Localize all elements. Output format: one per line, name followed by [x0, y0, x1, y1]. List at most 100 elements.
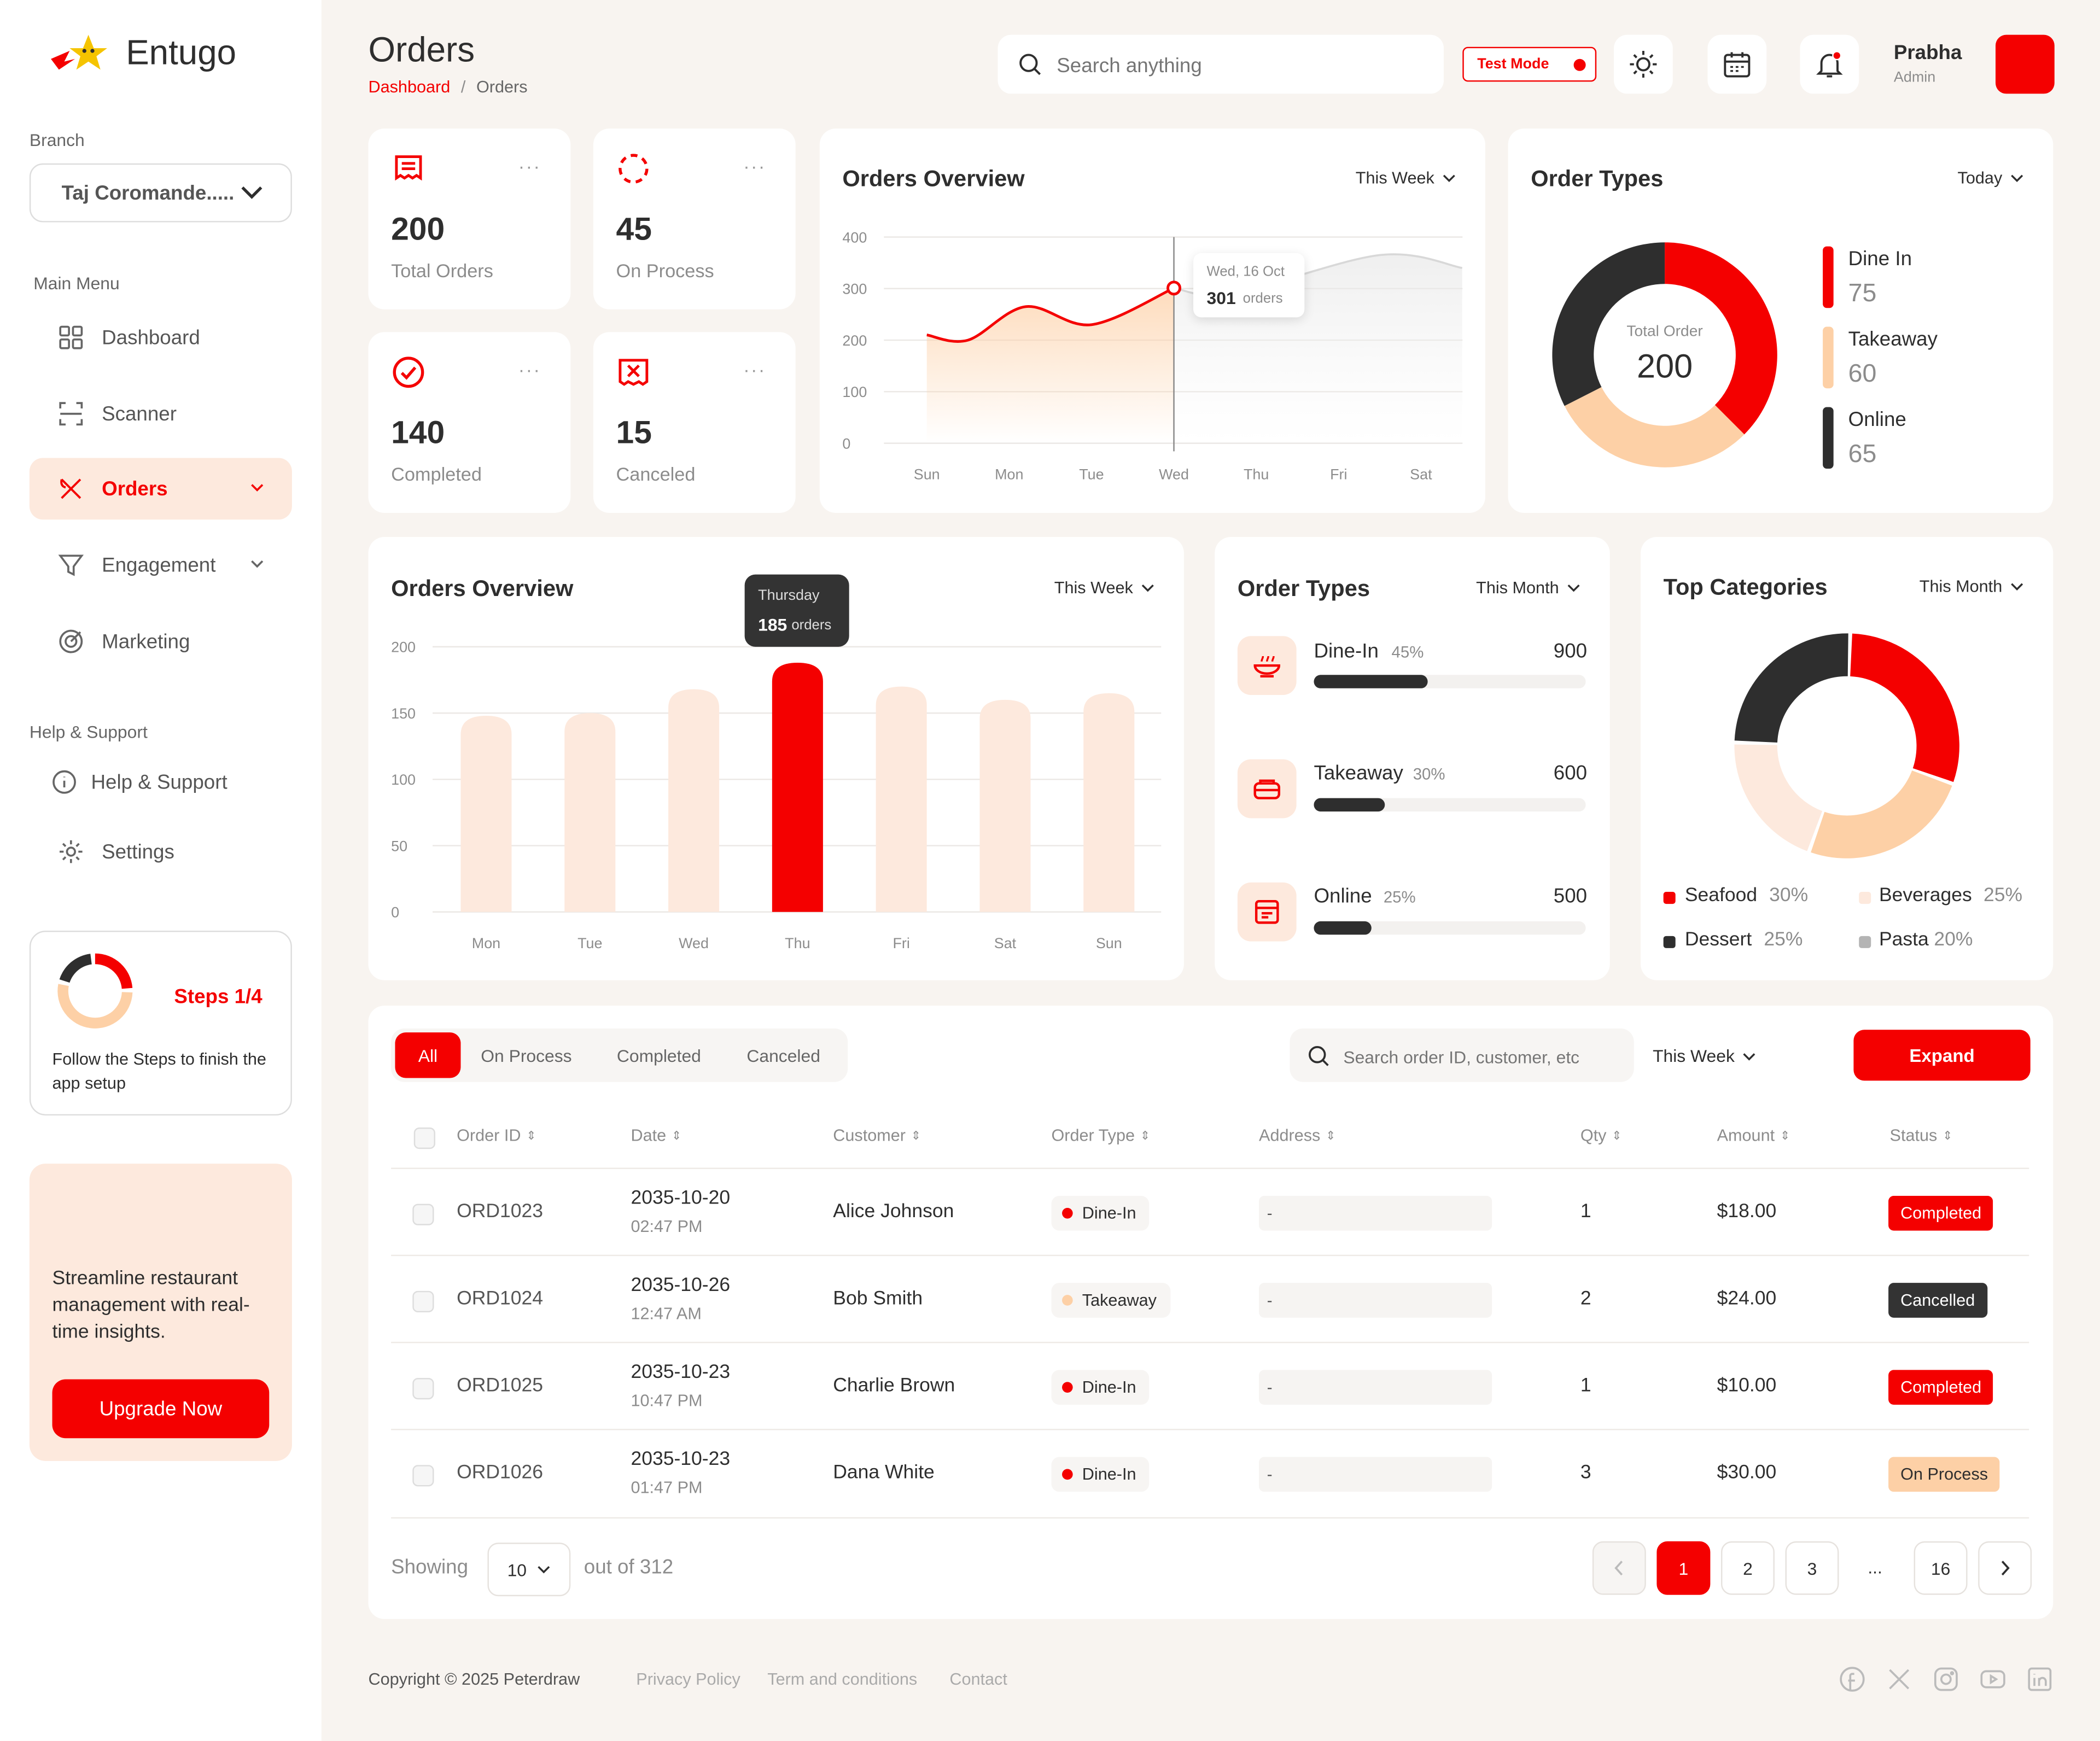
tab-completed[interactable]: Completed	[616, 1045, 701, 1066]
breadcrumb-dashboard[interactable]: Dashboard	[368, 78, 451, 97]
legend-label: Dessert	[1684, 929, 1752, 951]
linkedin-icon[interactable]	[2026, 1666, 2053, 1693]
avatar[interactable]	[1996, 34, 2055, 94]
steps-card[interactable]: Steps 1/4 Follow the Steps to finish the…	[29, 931, 292, 1116]
bar[interactable]	[979, 699, 1031, 912]
instagram-icon[interactable]	[1933, 1666, 1959, 1693]
page-button-2[interactable]: 2	[1720, 1541, 1775, 1595]
stat-card-on-process[interactable]: ··· 45 On Process	[593, 128, 796, 309]
table-row[interactable]: ORD1024 2035-10-26 12:47 AM Bob Smith Ta…	[391, 1254, 2029, 1343]
page-size-select[interactable]: 10	[487, 1543, 571, 1597]
progress-fill	[1314, 675, 1428, 688]
tab-on-process[interactable]: On Process	[481, 1045, 572, 1066]
stat-card-canceled[interactable]: ··· 15 Canceled	[593, 332, 796, 513]
row-checkbox[interactable]	[412, 1378, 434, 1400]
bar[interactable]	[1083, 693, 1135, 912]
stat-card-completed[interactable]: ··· 140 Completed	[368, 332, 571, 513]
page-button-3[interactable]: 3	[1785, 1541, 1839, 1595]
page-button-1[interactable]: 1	[1656, 1541, 1711, 1595]
more-icon[interactable]: ···	[518, 155, 541, 177]
logo-icon[interactable]	[48, 32, 110, 78]
notifications-button[interactable]	[1800, 34, 1859, 94]
info-icon	[50, 767, 79, 797]
donut-slice[interactable]	[1665, 242, 1777, 435]
column-header-date[interactable]: Date ⇕	[631, 1126, 681, 1145]
facebook-icon[interactable]	[1839, 1666, 1865, 1693]
bar[interactable]	[564, 713, 616, 912]
page-button-16[interactable]: 16	[1914, 1541, 1968, 1595]
period-dropdown[interactable]: Today	[1958, 169, 2024, 188]
more-icon[interactable]: ···	[743, 359, 766, 381]
table-search[interactable]	[1290, 1028, 1634, 1082]
period-dropdown[interactable]: This Week	[1356, 169, 1456, 188]
sidebar-item-orders[interactable]: Orders	[29, 458, 292, 520]
table-period-dropdown[interactable]: This Week	[1653, 1046, 1756, 1066]
bar[interactable]	[772, 662, 823, 912]
sidebar-item-scanner[interactable]: Scanner	[30, 383, 292, 445]
order-types-list-card: Order Types This Month Dine-In 45% 900 T…	[1215, 537, 1610, 980]
bar[interactable]	[876, 686, 927, 912]
column-header-order-type[interactable]: Order Type ⇕	[1051, 1126, 1150, 1145]
tab-all[interactable]: All	[395, 1032, 461, 1078]
column-header-order-id[interactable]: Order ID ⇕	[457, 1126, 536, 1145]
more-icon[interactable]: ···	[518, 359, 541, 381]
donut-slice[interactable]	[1734, 744, 1823, 851]
footer-link-contact[interactable]: Contact	[949, 1669, 1007, 1689]
period-dropdown[interactable]: This Month	[1920, 577, 2024, 596]
donut-slice[interactable]	[1850, 633, 1959, 782]
sidebar: Entugo Branch Taj Coromande..... Main Me…	[0, 0, 322, 1741]
footer-link-privacy[interactable]: Privacy Policy	[636, 1669, 740, 1689]
column-header-status[interactable]: Status ⇕	[1890, 1126, 1953, 1145]
period-dropdown[interactable]: This Month	[1476, 579, 1580, 597]
branch-select[interactable]: Taj Coromande.....	[29, 163, 292, 223]
stat-card-total-orders[interactable]: ··· 200 Total Orders	[368, 128, 571, 309]
row-checkbox[interactable]	[412, 1203, 434, 1225]
highlight-point[interactable]	[1166, 281, 1182, 296]
footer-link-terms[interactable]: Term and conditions	[767, 1669, 918, 1689]
chevron-down-icon	[1567, 585, 1580, 592]
legend-swatch	[1859, 936, 1871, 948]
column-header-customer[interactable]: Customer ⇕	[833, 1126, 921, 1145]
donut-slice[interactable]	[1811, 770, 1952, 858]
order-id: ORD1024	[457, 1288, 544, 1310]
prev-page-button[interactable]	[1592, 1541, 1646, 1595]
type-label: Takeaway	[1082, 1290, 1157, 1310]
bar[interactable]	[668, 689, 720, 912]
sidebar-item-help[interactable]: Help & Support	[30, 751, 292, 813]
column-header-qty[interactable]: Qty ⇕	[1580, 1126, 1622, 1145]
search-input[interactable]	[1054, 48, 1434, 83]
more-icon[interactable]: ···	[743, 155, 766, 177]
donut-slice[interactable]	[1552, 242, 1665, 406]
tab-canceled[interactable]: Canceled	[746, 1045, 820, 1066]
row-checkbox[interactable]	[412, 1465, 434, 1487]
table-row[interactable]: ORD1023 2035-10-20 02:47 PM Alice Johnso…	[391, 1167, 2029, 1257]
test-mode-toggle[interactable]: Test Mode	[1462, 46, 1597, 82]
theme-button[interactable]	[1614, 34, 1673, 94]
period-dropdown[interactable]: This Week	[1054, 579, 1154, 597]
row-checkbox[interactable]	[412, 1290, 434, 1313]
column-header-amount[interactable]: Amount ⇕	[1717, 1126, 1790, 1145]
sidebar-item-marketing[interactable]: Marketing	[30, 611, 292, 673]
calendar-button[interactable]	[1707, 34, 1767, 94]
bar[interactable]	[460, 715, 512, 912]
sidebar-item-settings[interactable]: Settings	[30, 821, 292, 883]
top-categories-card: Top Categories This Month Seafood 30% Be…	[1641, 537, 2054, 980]
order-types-donut-card: Order Types Today Total Order 200 Dine I…	[1508, 128, 2054, 513]
donut-slice[interactable]	[1564, 387, 1745, 468]
youtube-icon[interactable]	[1980, 1666, 2006, 1693]
global-search[interactable]	[998, 34, 1444, 94]
table-row[interactable]: ORD1025 2035-10-23 10:47 PM Charlie Brow…	[391, 1341, 2029, 1430]
table-search-input[interactable]	[1340, 1042, 1628, 1072]
expand-button[interactable]: Expand	[1853, 1030, 2031, 1081]
sidebar-item-dashboard[interactable]: Dashboard	[30, 307, 292, 369]
next-page-button[interactable]	[1978, 1541, 2032, 1595]
x-icon[interactable]	[1886, 1666, 1912, 1693]
select-all-checkbox[interactable]	[413, 1127, 435, 1149]
column-header-address[interactable]: Address ⇕	[1259, 1126, 1336, 1145]
table-row[interactable]: ORD1026 2035-10-23 01:47 PM Dana White D…	[391, 1429, 2029, 1519]
sidebar-item-label: Help & Support	[91, 770, 228, 794]
donut-slice[interactable]	[1734, 633, 1848, 743]
sidebar-item-engagement[interactable]: Engagement	[30, 534, 292, 596]
status-badge: Cancelled	[1888, 1283, 1987, 1318]
upgrade-button[interactable]: Upgrade Now	[52, 1379, 270, 1439]
